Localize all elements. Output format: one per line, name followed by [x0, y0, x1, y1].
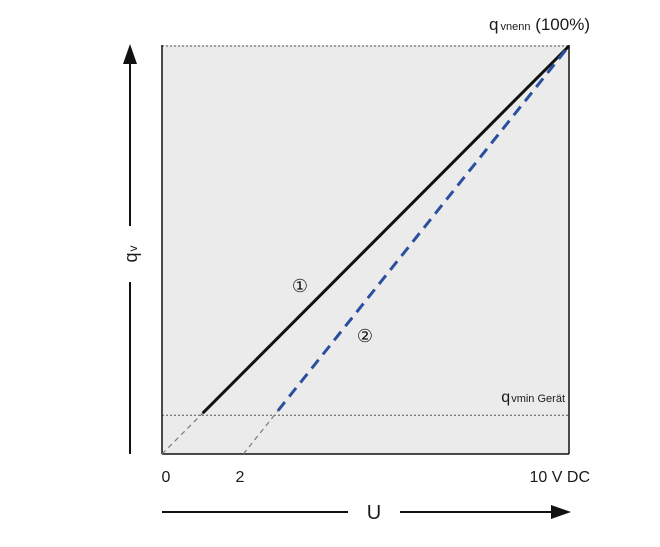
y-axis-label-sub: v: [126, 245, 140, 251]
x-tick-10: 10 V DC: [530, 469, 590, 486]
min-reference-sub: vmin Gerät: [511, 393, 565, 405]
top-reference-sub: vnenn: [500, 21, 530, 33]
y-axis-label: qv: [121, 245, 141, 262]
top-reference-main: q: [489, 15, 498, 34]
y-axis-label-main: q: [121, 252, 141, 262]
y-axis-arrow-head: [123, 44, 137, 64]
top-reference-suffix: (100%): [530, 15, 590, 34]
x-axis-arrow-head: [551, 505, 571, 519]
min-reference-label: qvmin Gerät: [501, 389, 565, 406]
min-reference-main: q: [501, 389, 510, 406]
series-1-extension: [161, 412, 204, 455]
series-2-line: [276, 45, 571, 412]
series-2-marker: ②: [357, 326, 373, 346]
x-axis-label: U: [367, 502, 381, 524]
top-reference-label: q vnenn (100%): [489, 15, 590, 34]
series-2-extension: [242, 410, 279, 455]
series-1-line: [201, 44, 571, 415]
x-tick-2: 2: [236, 469, 245, 486]
series-layer: [161, 44, 571, 455]
x-tick-0: 0: [162, 469, 171, 486]
series-1-marker: ①: [292, 276, 308, 296]
